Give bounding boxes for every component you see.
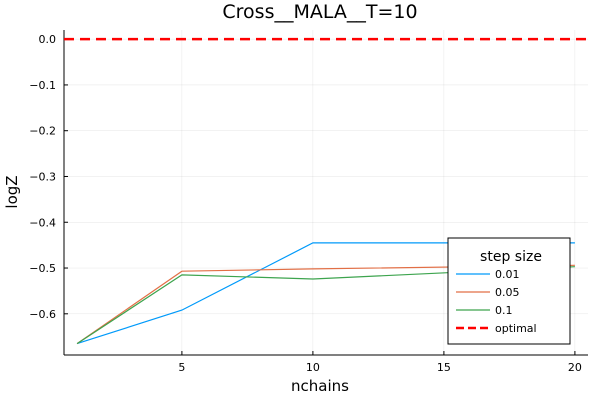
y-tick-label: −0.3 bbox=[29, 170, 56, 183]
legend-label: optimal bbox=[495, 322, 537, 335]
series-line-0-1 bbox=[76, 266, 575, 345]
series-lines bbox=[64, 37, 588, 345]
x-tick-label: 20 bbox=[568, 361, 582, 374]
x-tick-label: 10 bbox=[306, 361, 320, 374]
legend: step size 0.01 0.05 0.1 optimal bbox=[447, 237, 571, 345]
legend-title: step size bbox=[480, 249, 542, 265]
y-tick-label: −0.5 bbox=[29, 262, 56, 275]
plot-frame bbox=[63, 30, 588, 356]
x-tick-label: 15 bbox=[437, 361, 451, 374]
y-tick-label: 0.0 bbox=[39, 33, 57, 46]
y-tick-label: −0.4 bbox=[29, 216, 56, 229]
legend-label: 0.1 bbox=[495, 304, 513, 317]
x-axis-label: nchains bbox=[291, 377, 349, 395]
y-axis-label: logZ bbox=[3, 175, 21, 208]
x-tick-label: 5 bbox=[178, 361, 185, 374]
y-tick-label: −0.2 bbox=[29, 125, 56, 138]
series-line-0-05 bbox=[76, 264, 575, 345]
tick-labels: 5 10 15 20 0.0 −0.1 −0.2 −0.3 −0.4 −0.5 −0.6 bbox=[29, 33, 582, 374]
legend-box bbox=[447, 237, 571, 345]
legend-items: 0.01 0.05 0.1 optimal bbox=[456, 268, 537, 335]
y-tick-label: −0.6 bbox=[29, 308, 56, 321]
legend-label: 0.01 bbox=[495, 268, 520, 281]
legend-label: 0.05 bbox=[495, 286, 520, 299]
y-tick-label: −0.1 bbox=[29, 79, 56, 92]
chart-title: Cross__MALA__T=10 bbox=[222, 1, 417, 23]
